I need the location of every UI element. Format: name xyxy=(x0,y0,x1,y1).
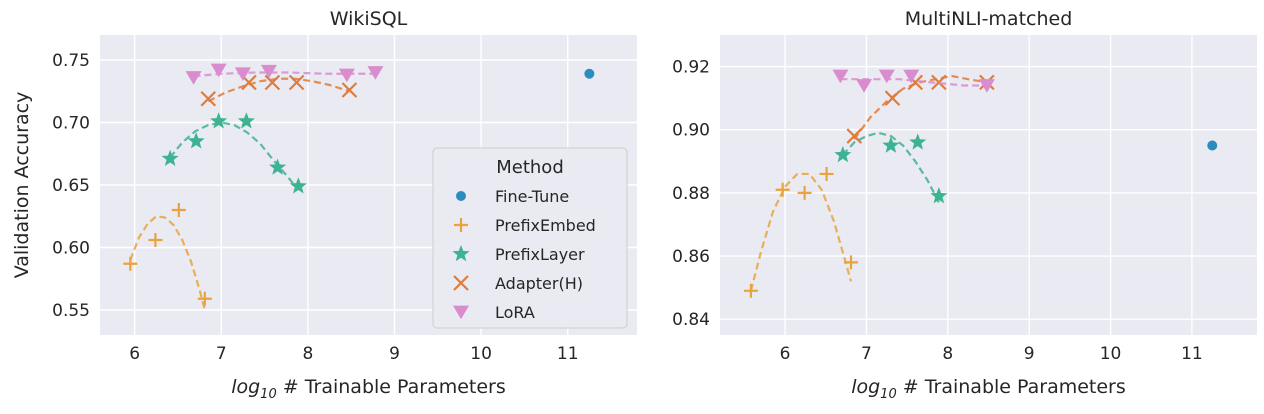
trend-curve-prefixlayer xyxy=(842,131,940,203)
data-point-prefixlayer xyxy=(834,146,852,163)
data-point-prefixlayer xyxy=(930,187,948,204)
x-tick-label: 11 xyxy=(557,344,579,364)
legend-label-fine-tune: Fine-Tune xyxy=(495,187,569,206)
x-tick-label: 6 xyxy=(780,344,791,364)
data-point-adapter-h xyxy=(846,128,863,144)
data-point-prefixembed xyxy=(819,166,834,181)
data-point-prefixembed xyxy=(171,203,186,217)
y-tick-label: 0.65 xyxy=(52,176,90,196)
data-point-prefixembed xyxy=(775,182,790,197)
data-point-prefixembed xyxy=(148,233,163,247)
data-point-prefixlayer xyxy=(882,136,900,153)
trend-curve-lora xyxy=(193,71,376,78)
trend-curve-prefixembed xyxy=(749,172,853,292)
x-tick-label: 10 xyxy=(1100,344,1122,364)
y-tick-label: 0.60 xyxy=(52,239,90,259)
data-point-prefixembed xyxy=(843,255,858,270)
data-point-adapter-h xyxy=(884,90,901,106)
data-point-prefixlayer xyxy=(187,132,205,149)
data-point-fine-tune xyxy=(584,68,595,79)
data-point-adapter-h xyxy=(264,74,281,91)
y-tick-label: 0.86 xyxy=(672,247,710,267)
series-fine-tune xyxy=(1207,140,1218,151)
legend-box xyxy=(432,147,628,329)
series-prefixembed xyxy=(743,166,858,298)
legend-marker-prefixlayer xyxy=(452,245,470,262)
chart-title: MultiNLI-matched xyxy=(905,8,1073,30)
data-point-lora xyxy=(234,67,251,81)
data-point-prefixlayer xyxy=(237,112,255,129)
data-point-fine-tune xyxy=(1207,140,1218,151)
legend: Method Fine-Tune PrefixEmbed PrefixLayer Ada… xyxy=(432,147,628,329)
series-prefixlayer xyxy=(834,131,948,204)
data-point-adapter-h xyxy=(200,90,217,107)
series-lora xyxy=(832,69,995,93)
x-tick-label: 7 xyxy=(861,344,872,364)
data-point-prefixembed xyxy=(197,291,212,306)
legend-marker-fine-tune xyxy=(456,191,466,201)
y-tick-label: 0.92 xyxy=(672,58,710,78)
series-adapter-h xyxy=(200,74,358,107)
data-point-lora xyxy=(338,68,355,83)
legend-label-lora: LoRA xyxy=(495,303,535,322)
data-point-lora xyxy=(878,69,895,84)
chart-title: WikiSQL xyxy=(330,8,408,30)
y-tick-label: 0.75 xyxy=(52,51,90,71)
series-prefixembed xyxy=(123,203,212,311)
data-point-prefixembed xyxy=(797,185,812,200)
legend-marker-lora xyxy=(453,305,469,320)
data-point-lora xyxy=(978,79,995,93)
data-point-lora xyxy=(210,63,227,78)
data-point-prefixembed xyxy=(743,283,758,298)
y-tick-label: 0.88 xyxy=(672,184,710,204)
data-point-lora xyxy=(260,64,277,79)
data-point-lora xyxy=(367,66,384,80)
trend-curve-adapter-h xyxy=(207,77,350,103)
x-tick-label: 7 xyxy=(216,344,227,364)
legend-label-adapter-h: Adapter(H) xyxy=(495,274,583,293)
trend-curve-adapter-h xyxy=(853,74,988,140)
legend-marker-prefixembed xyxy=(454,218,468,232)
data-point-lora xyxy=(832,69,849,84)
trend-curve-lora xyxy=(840,78,987,87)
data-point-adapter-h xyxy=(288,74,305,91)
x-axis-label: log10 # Trainable Parameters xyxy=(231,376,506,402)
x-tick-label: 9 xyxy=(389,344,400,364)
x-tick-label: 11 xyxy=(1181,344,1203,364)
y-tick-label: 0.55 xyxy=(52,301,90,321)
y-axis-label: Validation Accuracy xyxy=(11,92,33,279)
series-lora xyxy=(185,63,384,85)
legend-marker-adapter-h xyxy=(453,275,469,291)
data-point-prefixlayer xyxy=(909,133,927,150)
trend-curve-prefixembed xyxy=(129,215,206,311)
x-tick-label: 8 xyxy=(942,344,953,364)
data-point-lora xyxy=(856,79,873,93)
y-tick-label: 0.84 xyxy=(672,310,710,330)
y-tick-label: 0.90 xyxy=(672,121,710,141)
chart-wikisql: 6 7 8 9 10 11 0.55 0.60 0.65 0.70 0.75 WikiSQL log10… xyxy=(11,8,637,402)
data-point-lora xyxy=(903,69,920,84)
chart-multinli-matched: 6 7 8 9 10 11 0.84 0.86 0.88 0.90 0.92 MultiNLI-mat… xyxy=(672,8,1257,402)
data-point-adapter-h xyxy=(341,82,358,98)
x-tick-label: 6 xyxy=(129,344,140,364)
x-tick-label: 9 xyxy=(1024,344,1035,364)
data-point-prefixlayer xyxy=(269,158,287,175)
y-tick-label: 0.70 xyxy=(52,114,90,134)
data-point-prefixlayer xyxy=(161,149,179,167)
series-fine-tune xyxy=(584,68,595,79)
data-point-prefixlayer xyxy=(210,112,228,129)
data-point-adapter-h xyxy=(931,74,947,91)
legend-label-prefixlayer: PrefixLayer xyxy=(495,245,585,264)
x-tick-label: 10 xyxy=(470,344,492,364)
x-tick-label: 8 xyxy=(302,344,313,364)
legend-title: Method xyxy=(496,157,564,178)
x-axis-label: log10 # Trainable Parameters xyxy=(851,376,1126,402)
data-point-lora xyxy=(185,71,202,85)
series-prefixlayer xyxy=(161,112,307,194)
data-point-prefixembed xyxy=(123,256,138,271)
data-point-prefixlayer xyxy=(289,177,307,194)
legend-label-prefixembed: PrefixEmbed xyxy=(495,216,596,235)
